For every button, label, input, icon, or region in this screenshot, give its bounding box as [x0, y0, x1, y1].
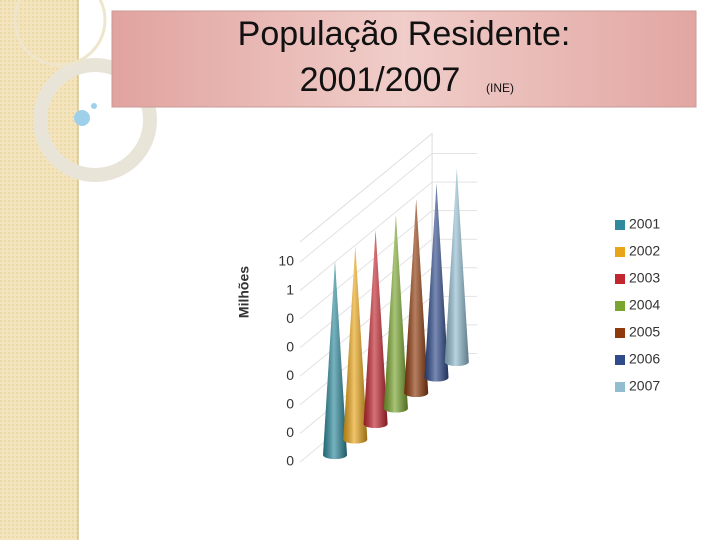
- cone: [444, 168, 469, 366]
- deco-ring: [33, 58, 157, 182]
- cone-part: [363, 230, 388, 428]
- y-tick-label: 1: [286, 281, 294, 297]
- cone: [323, 261, 347, 459]
- legend-label: 2003: [629, 270, 660, 286]
- title-box: [111, 10, 697, 108]
- legend-swatch: [615, 274, 625, 284]
- legend-swatch: [615, 301, 625, 311]
- y-tick-label: 0: [286, 367, 294, 383]
- cone-part: [343, 246, 368, 444]
- cone-part: [383, 214, 408, 413]
- legend-label: 2004: [629, 297, 660, 313]
- cone: [404, 199, 429, 397]
- side-stripe: [0, 0, 78, 540]
- legend-label: 2005: [629, 324, 660, 340]
- grid-line: [299, 181, 478, 291]
- grid-line: [299, 210, 478, 320]
- cone: [343, 246, 368, 444]
- legend-swatch: [615, 355, 625, 365]
- legend-swatch: [615, 328, 625, 338]
- cone: [424, 183, 449, 382]
- deco-dot: [91, 103, 97, 109]
- legend-swatch: [615, 382, 625, 392]
- cone-part: [404, 199, 429, 397]
- legend-swatch: [615, 247, 625, 257]
- chart-subtitle: 2001/2007: [300, 61, 461, 99]
- legend-label: 2006: [629, 351, 660, 367]
- cone-part: [444, 168, 469, 366]
- y-tick-label: 10: [278, 253, 294, 269]
- chart-note: (INE): [486, 81, 514, 95]
- grid-line: [299, 238, 478, 349]
- deco-ring: [13, 0, 107, 67]
- cone: [383, 214, 408, 413]
- legend-label: 2007: [629, 378, 660, 394]
- cone-part: [323, 261, 347, 459]
- chart-title: População Residente:: [238, 15, 571, 53]
- deco-dot: [74, 110, 90, 126]
- y-tick-label: 0: [286, 310, 294, 326]
- y-tick-label: 0: [286, 338, 294, 354]
- legend-label: 2002: [629, 243, 660, 259]
- legend-label: 2001: [629, 216, 660, 232]
- y-tick-label: 0: [286, 424, 294, 440]
- y-tick-label: 0: [286, 396, 294, 412]
- y-tick-label: 0: [286, 453, 294, 469]
- cone: [363, 230, 388, 428]
- cone-part: [424, 183, 449, 382]
- legend-swatch: [615, 220, 625, 230]
- grid-line: [299, 153, 478, 263]
- y-axis-label: Milhões: [236, 266, 252, 318]
